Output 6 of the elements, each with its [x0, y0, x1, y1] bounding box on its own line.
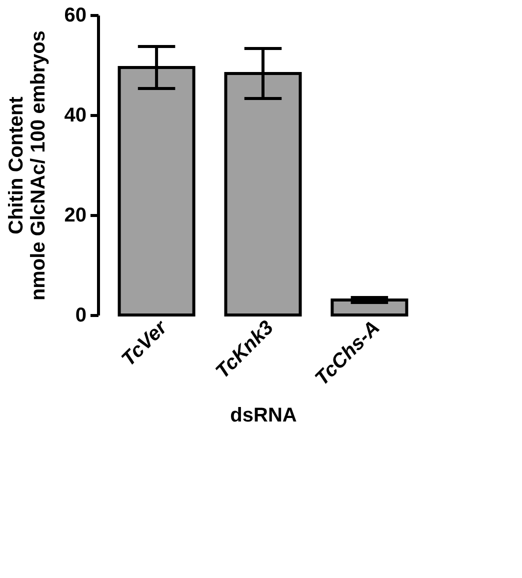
y-tick-label: 0	[75, 304, 86, 326]
y-tick-label: 60	[64, 4, 86, 26]
y-tick-label: 20	[64, 204, 86, 226]
x-axis-title: dsRNA	[230, 404, 297, 426]
y-axis-title: Chitin Content nmole GlcNAc/ 100 embryos	[5, 30, 50, 301]
y-tick-label: 40	[64, 104, 86, 126]
